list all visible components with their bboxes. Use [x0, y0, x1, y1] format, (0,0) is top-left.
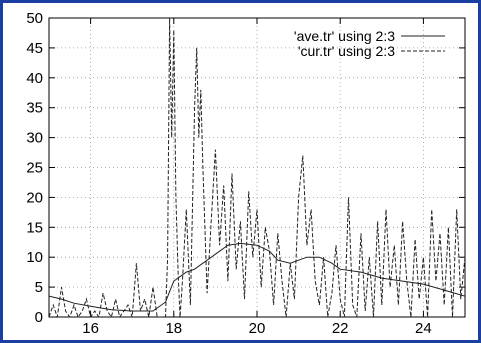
y-tick-label: 50	[26, 10, 43, 27]
y-tick-label: 25	[26, 160, 43, 177]
series-line-cur	[49, 18, 465, 317]
y-tick-label: 45	[26, 40, 43, 57]
y-tick-label: 35	[26, 100, 43, 117]
y-tick-label: 30	[26, 130, 43, 147]
legend-label: 'cur.tr' using 2:3	[298, 43, 395, 59]
x-tick-label: 20	[249, 320, 266, 337]
x-tick-label: 16	[82, 320, 99, 337]
x-tick-label: 24	[415, 320, 432, 337]
y-tick-label: 20	[26, 189, 43, 206]
x-tick-label: 18	[165, 320, 182, 337]
y-tick-label: 5	[35, 279, 43, 296]
y-tick-label: 15	[26, 219, 43, 236]
x-tick-label: 22	[332, 320, 349, 337]
legend-label: 'ave.tr' using 2:3	[294, 28, 395, 44]
series-line-ave	[49, 242, 465, 312]
y-tick-label: 0	[35, 309, 43, 326]
y-tick-label: 40	[26, 70, 43, 87]
y-tick-label: 10	[26, 249, 43, 266]
